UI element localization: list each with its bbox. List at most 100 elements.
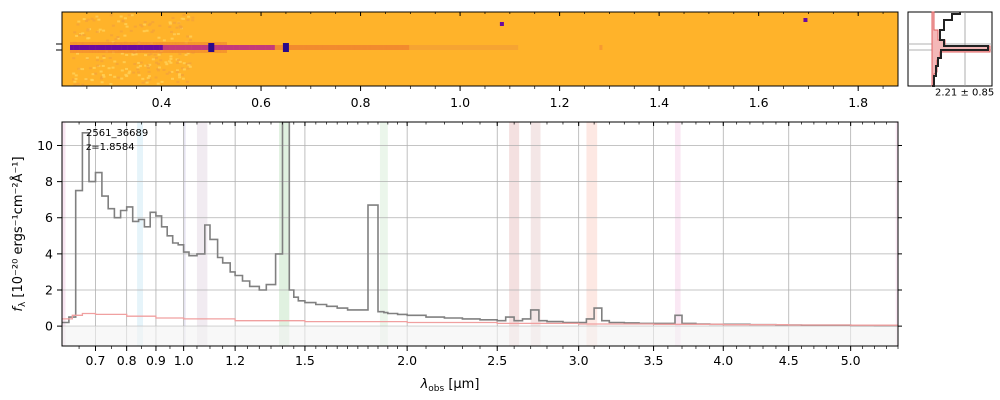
- heatmap-trace-halo: [204, 50, 208, 53]
- heatmap-noise-pixel: [180, 67, 184, 70]
- heatmap-trace-halo: [130, 50, 135, 53]
- x-tick-label: 0.6: [251, 95, 271, 110]
- heatmap-trace-halo: [134, 42, 138, 45]
- heatmap-trace-halo: [82, 42, 87, 45]
- spectrum-2d-heatmap: [62, 12, 898, 86]
- heatmap-noise-pixel: [101, 64, 105, 67]
- spectrum-1d-panel: 0.7 0.8 0.9 1.0 1.2 1.5 2.0 2.5 3.0 3.5 4.0 4.5 5.0 …: [10, 121, 902, 394]
- heatmap-noise-pixel: [189, 35, 193, 38]
- heatmap-noise-pixel: [168, 71, 172, 74]
- heatmap-noise-pixel: [124, 23, 128, 26]
- heatmap-trace-pixel: [130, 45, 135, 50]
- heatmap-noise-pixel: [92, 19, 96, 22]
- heatmap-noise-pixel: [128, 70, 132, 73]
- profile-annotation: 2.21 ± 0.85: [935, 87, 994, 98]
- heatmap-noise-pixel: [168, 60, 172, 63]
- heatmap-trace-halo: [105, 42, 109, 45]
- heatmap-trace-halo: [127, 50, 131, 53]
- heatmap-trace-halo: [169, 42, 173, 45]
- heatmap-trace-pixel: [214, 45, 218, 50]
- heatmap-trace-pixel: [268, 45, 272, 50]
- heatmap-trace-pixel: [79, 45, 83, 50]
- heatmap-trace-halo: [214, 50, 218, 53]
- heatmap-trace-pixel: [505, 45, 509, 50]
- heatmap-noise-pixel: [95, 30, 99, 33]
- heatmap-trace-halo: [194, 50, 199, 53]
- heatmap-trace-pixel: [454, 45, 458, 50]
- heatmap-noise-pixel: [155, 56, 159, 59]
- heatmap-trace-pixel: [114, 45, 119, 50]
- heatmap-noise-pixel: [101, 74, 105, 77]
- heatmap-noise-pixel: [110, 34, 114, 37]
- heatmap-noise-pixel: [78, 34, 82, 37]
- heatmap-noise-pixel: [102, 29, 106, 32]
- heatmap-trace-halo: [118, 50, 122, 53]
- heatmap-trace-pixel: [217, 45, 221, 50]
- heatmap-trace-pixel: [441, 45, 445, 50]
- heatmap-trace-pixel: [358, 45, 362, 50]
- redshift-label: z=1.8584: [86, 142, 135, 153]
- heatmap-trace-halo: [178, 42, 183, 45]
- heatmap-trace-pixel: [185, 45, 189, 50]
- heatmap-trace-pixel: [303, 45, 307, 50]
- heatmap-noise-pixel: [76, 23, 80, 26]
- heatmap-trace-halo: [70, 42, 74, 45]
- heatmap-trace-halo: [175, 42, 179, 45]
- heatmap-trace-pixel: [514, 45, 519, 50]
- heatmap-noise-pixel: [86, 29, 90, 32]
- heatmap-noise-pixel: [178, 53, 182, 56]
- heatmap-trace-pixel: [150, 45, 154, 50]
- x-tick-label: 0.9: [146, 353, 166, 368]
- heatmap-noise-pixel: [111, 24, 115, 27]
- heatmap-noise-pixel: [178, 25, 182, 28]
- x-tick-label: 0.4: [152, 95, 172, 110]
- line-band: [183, 122, 186, 346]
- heatmap-noise-pixel: [151, 29, 155, 32]
- heatmap-noise-pixel: [162, 68, 166, 71]
- heatmap-trace-halo: [89, 42, 93, 45]
- heatmap-noise-pixel: [131, 53, 135, 56]
- heatmap-trace-halo: [172, 42, 176, 45]
- heatmap-trace-halo: [153, 42, 157, 45]
- heatmap-noise-pixel: [120, 52, 124, 55]
- heatmap-noise-pixel: [144, 64, 148, 67]
- heatmap-noise-pixel: [185, 80, 189, 83]
- heatmap-noise-pixel: [85, 57, 89, 60]
- heatmap-noise-pixel: [146, 76, 150, 79]
- heatmap-noise-pixel: [171, 77, 175, 80]
- heatmap-noise-pixel: [116, 37, 120, 40]
- heatmap-trace-pixel: [495, 45, 499, 50]
- heatmap-trace-halo: [146, 50, 151, 53]
- heatmap-noise-pixel: [168, 21, 172, 24]
- heatmap-noise-pixel: [122, 61, 126, 64]
- heatmap-noise-pixel: [169, 55, 173, 58]
- heatmap-noise-pixel: [81, 83, 85, 86]
- line-band: [137, 122, 143, 346]
- heatmap-trace-pixel: [428, 45, 432, 50]
- heatmap-trace-pixel: [95, 45, 99, 50]
- heatmap-trace-pixel: [367, 45, 371, 50]
- heatmap-noise-pixel: [125, 67, 129, 70]
- heatmap-noise-pixel: [123, 34, 127, 37]
- heatmap-trace-pixel: [246, 45, 250, 50]
- heatmap-trace-pixel: [92, 45, 96, 50]
- line-bands: [62, 122, 898, 346]
- heatmap-noise-pixel: [175, 26, 179, 29]
- line-band: [674, 122, 681, 346]
- heatmap-trace-pixel: [300, 45, 304, 50]
- heatmap-trace-halo: [79, 42, 83, 45]
- heatmap-noise-pixel: [81, 32, 85, 35]
- heatmap-noise-pixel: [137, 61, 141, 64]
- heatmap-noise-pixel: [144, 80, 148, 83]
- heatmap-noise-pixel: [156, 82, 160, 85]
- heatmap-trace-pixel: [326, 45, 330, 50]
- heatmap-trace-pixel: [98, 45, 103, 50]
- heatmap-trace-pixel: [172, 45, 176, 50]
- heatmap-noise-pixel: [74, 74, 78, 77]
- x-tick-label: 1.8: [848, 95, 868, 110]
- y-tick-label: 2: [45, 283, 53, 298]
- heatmap-noise-pixel: [170, 70, 174, 73]
- heatmap-trace-halo: [121, 42, 125, 45]
- heatmap-noise-pixel: [113, 75, 117, 78]
- heatmap-trace-halo: [150, 42, 154, 45]
